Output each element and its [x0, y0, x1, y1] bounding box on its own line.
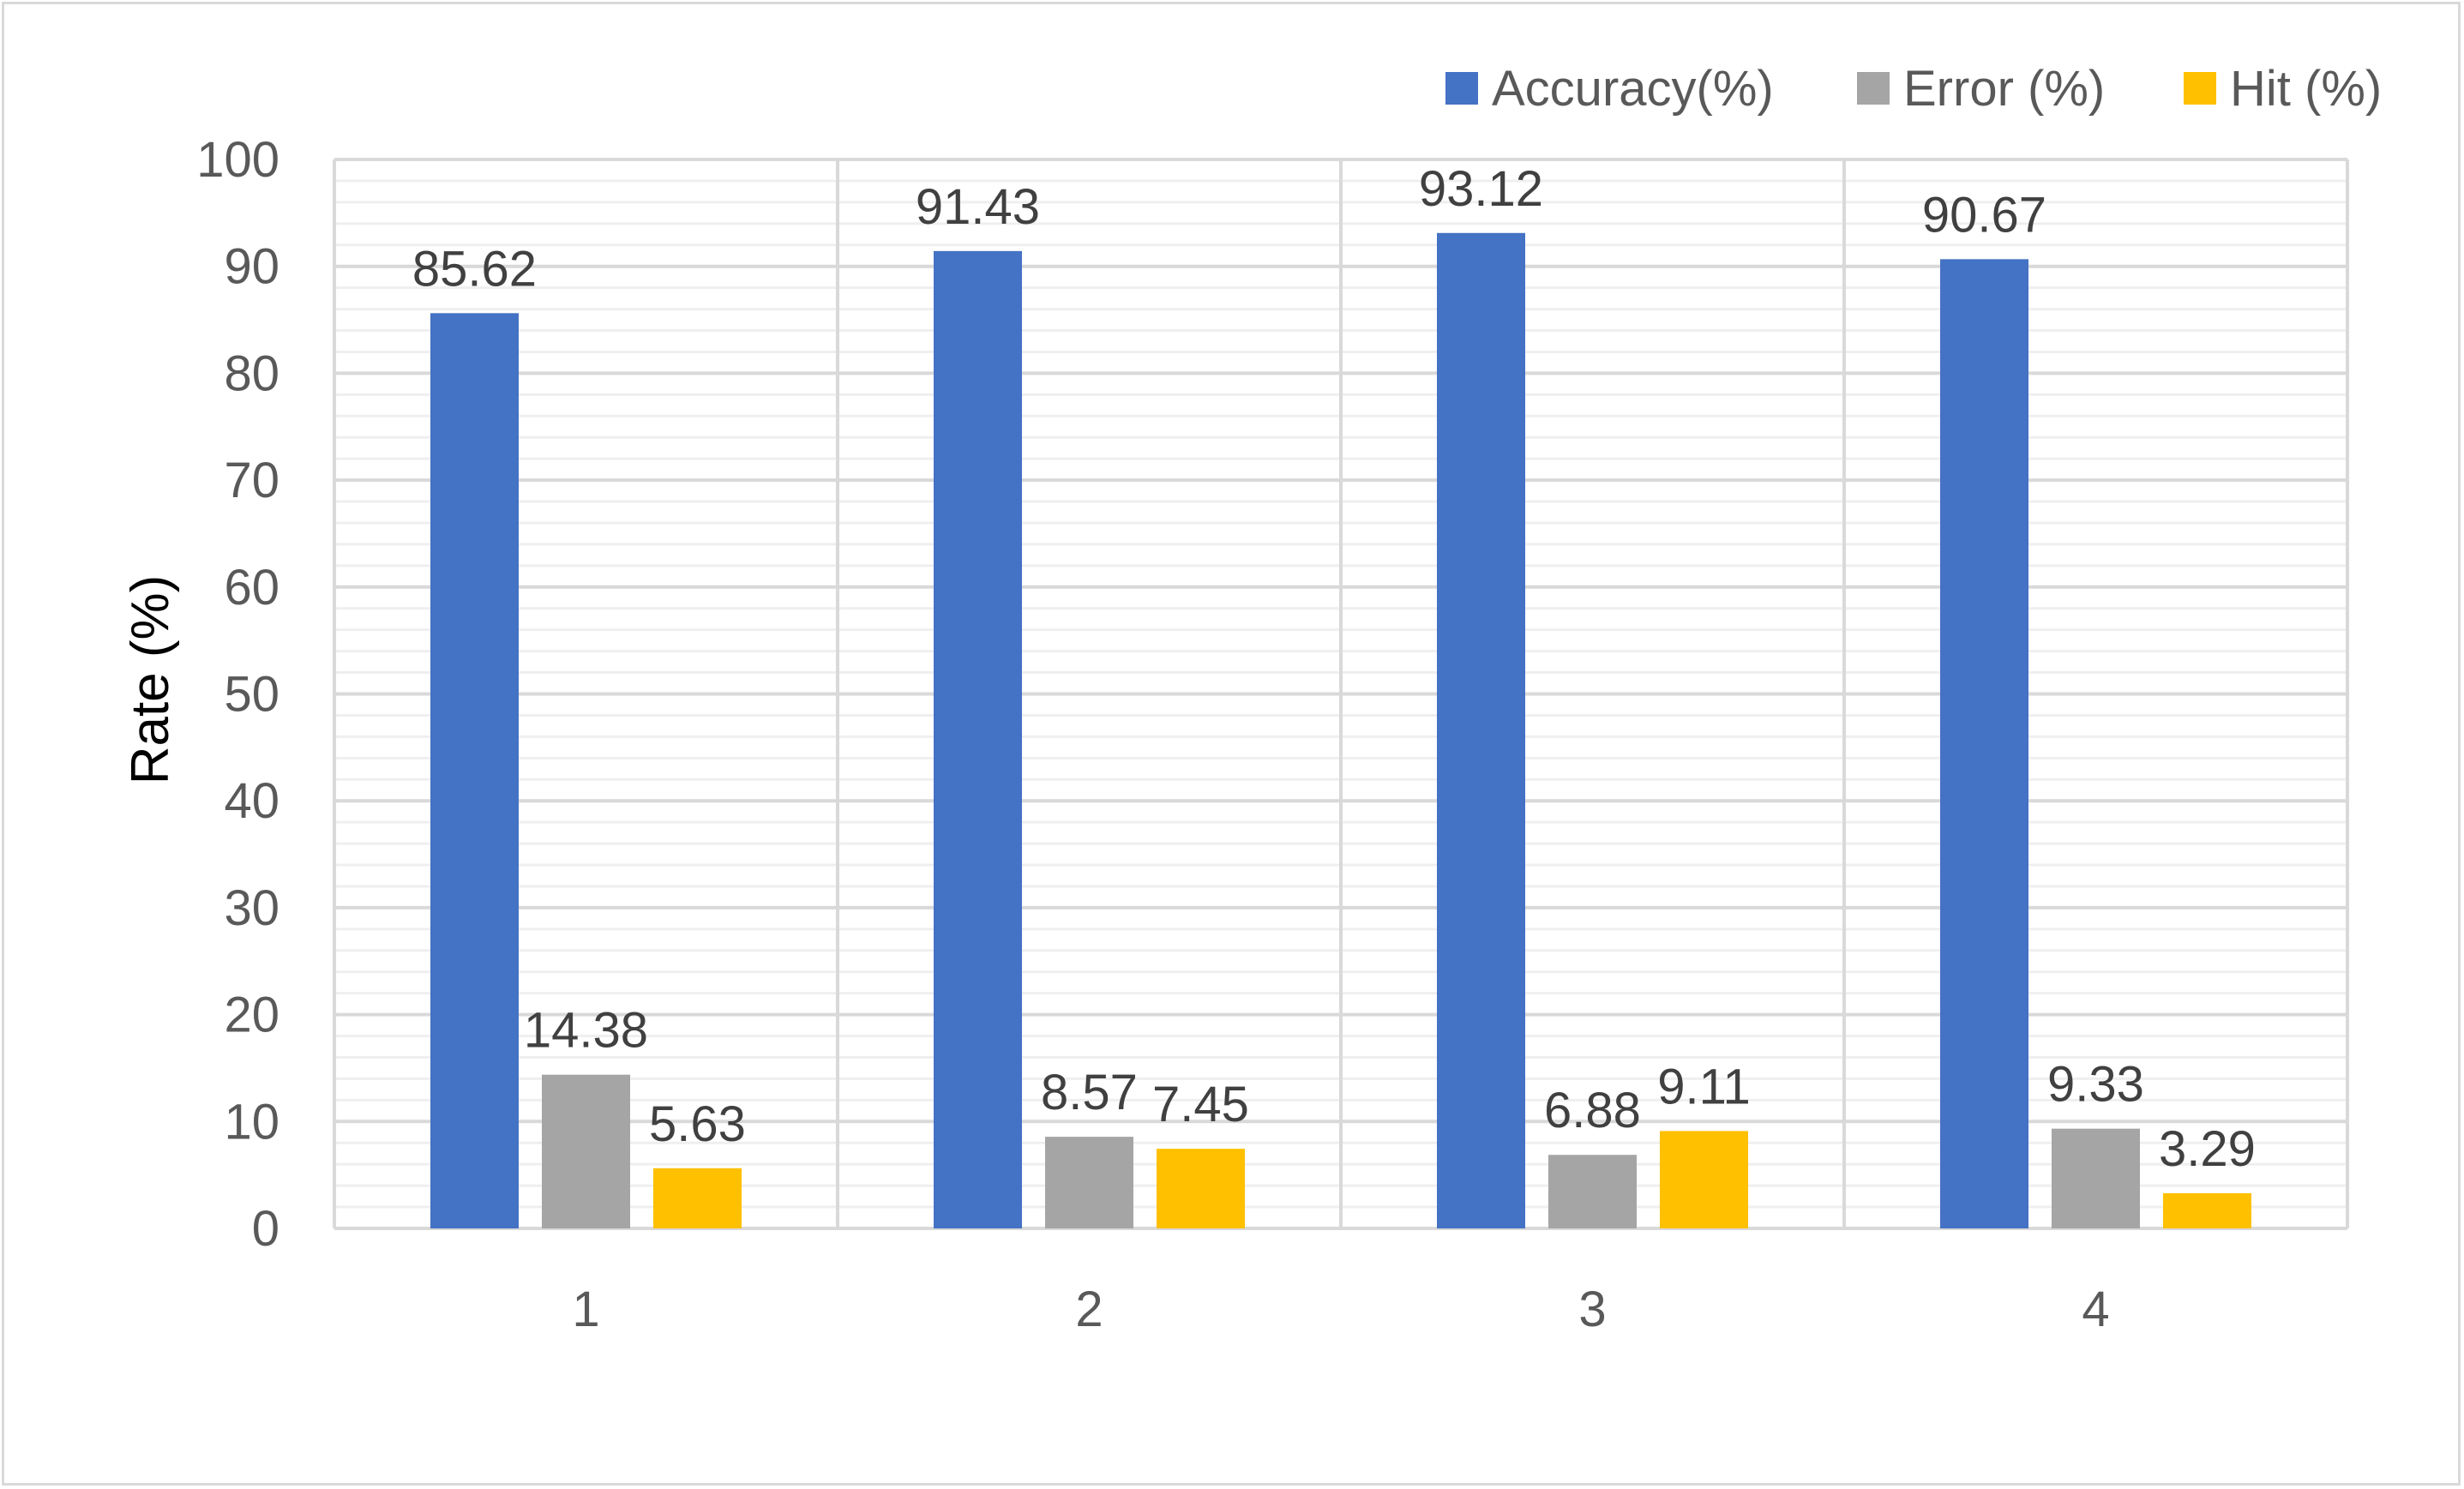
bar-hit-1	[653, 1168, 742, 1228]
data-label: 91.43	[916, 179, 1040, 235]
data-label: 9.33	[2047, 1057, 2144, 1113]
bar-accuracy-4	[1940, 259, 2028, 1228]
data-label: 85.62	[412, 241, 537, 297]
y-tick-label: 100	[196, 132, 279, 188]
data-labels-group: 85.62 14.385.63 91.43 8.57 7.45 93.12 6.88 9.11…	[412, 161, 2256, 1177]
legend-swatch	[1445, 72, 1478, 105]
data-label: 9.11	[1657, 1059, 1751, 1114]
legend-label: Accuracy(%)	[1492, 61, 1774, 117]
data-label: 8.57	[1041, 1065, 1138, 1120]
data-label: 14.38	[524, 1003, 648, 1059]
y-tick-label: 70	[224, 453, 279, 508]
legend: Accuracy(%) Error (%) Hit (%)	[1445, 61, 2382, 117]
data-label: 6.88	[1544, 1083, 1641, 1138]
x-tick-label: 2	[1075, 1282, 1103, 1337]
data-label: 3.29	[2159, 1121, 2256, 1177]
legend-swatch	[2184, 72, 2216, 105]
bar-accuracy-3	[1437, 232, 1525, 1229]
legend-swatch	[1857, 72, 1890, 105]
x-tick-label: 4	[2082, 1282, 2109, 1337]
y-tick-label: 10	[224, 1094, 279, 1150]
legend-label: Error (%)	[1903, 61, 2105, 117]
legend-label: Hit (%)	[2230, 61, 2382, 117]
bar-accuracy-2	[934, 250, 1022, 1228]
bar-error-1	[542, 1074, 630, 1228]
y-tick-label: 0	[252, 1201, 279, 1257]
bars-group	[430, 232, 2251, 1229]
x-axis-ticks: 1 2 3 4	[572, 1282, 2109, 1337]
y-tick-label: 20	[224, 988, 279, 1043]
bar-accuracy-1	[430, 313, 519, 1228]
data-label: 5.63	[649, 1096, 746, 1152]
bar-hit-4	[2163, 1192, 2251, 1228]
vertical-gridlines	[333, 159, 2349, 1228]
bar-hit-3	[1660, 1131, 1748, 1228]
y-tick-label: 30	[224, 880, 279, 936]
data-label: 90.67	[1922, 187, 2046, 243]
bar-error-2	[1045, 1137, 1133, 1228]
bar-error-4	[2052, 1128, 2140, 1228]
x-tick-label: 1	[572, 1282, 599, 1337]
y-tick-label: 60	[224, 560, 279, 615]
x-tick-label: 3	[1578, 1282, 1606, 1337]
y-tick-label: 50	[224, 667, 279, 723]
y-tick-label: 40	[224, 773, 279, 829]
y-axis-title: Rate (%)	[121, 575, 180, 785]
y-tick-label: 80	[224, 345, 279, 401]
data-label: 93.12	[1419, 161, 1543, 217]
y-axis-ticks: 0 10 20 30 40 50 60 70 80 90 100	[196, 132, 279, 1257]
bar-hit-2	[1157, 1149, 1245, 1228]
data-label: 7.45	[1152, 1077, 1249, 1132]
bar-error-3	[1548, 1155, 1637, 1228]
y-tick-label: 90	[224, 239, 279, 295]
